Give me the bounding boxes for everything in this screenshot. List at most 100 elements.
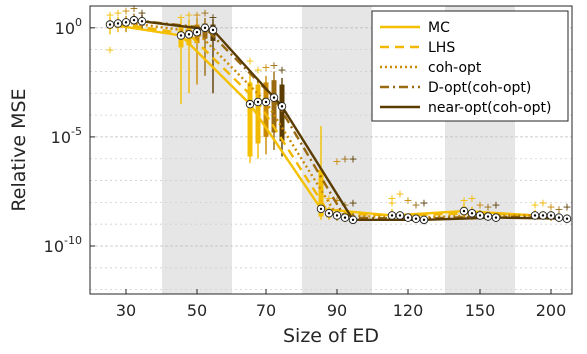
legend-label: LHS (428, 40, 455, 56)
box-outlier: + (348, 196, 357, 209)
box-outlier: + (387, 192, 396, 205)
median-dot (343, 216, 347, 219)
box-outlier: + (395, 188, 404, 201)
x-axis-title: Size of ED (283, 325, 379, 347)
median-dot (116, 22, 120, 25)
box-outlier: + (105, 44, 114, 57)
box-outlier: + (459, 194, 468, 207)
box-outlier: + (129, 2, 138, 15)
median-dot (486, 215, 490, 218)
box-outlier: + (419, 196, 428, 209)
box-outlier: + (324, 192, 333, 205)
median-dot (533, 214, 537, 217)
y-axis-title: Relative MSE (8, 88, 30, 211)
median-dot (187, 33, 191, 36)
median-dot (195, 30, 199, 34)
median-dot (327, 212, 331, 215)
x-axis-ticks: 30 50 70 90 120 150 200 (116, 289, 566, 320)
y-tick-label: 10-5 (51, 125, 82, 147)
box-outlier: + (538, 196, 547, 209)
x-tick-label: 90 (327, 301, 347, 320)
median-dot (406, 216, 410, 219)
box-outlier: + (269, 59, 278, 72)
median-dot (124, 21, 128, 24)
median-dot (280, 105, 284, 108)
box-outlier: + (530, 199, 539, 212)
median-dot (256, 100, 260, 104)
legend: MC LHS coh-opt D-opt(coh-opt) near-opt(coh-o… (371, 10, 569, 122)
median-dot (351, 218, 355, 222)
box-outlier: + (245, 55, 254, 68)
x-tick-label: 120 (393, 301, 424, 320)
legend-label: near-opt(coh-opt) (428, 100, 552, 116)
median-dot (494, 216, 498, 219)
median-dot (398, 214, 402, 217)
box-iqr (263, 82, 269, 137)
median-lines (105, 15, 572, 225)
box-outlier: + (184, 9, 193, 22)
box-outlier: + (137, 7, 146, 20)
median-dot (462, 209, 466, 213)
median-dot (272, 96, 276, 99)
box-iqr (318, 169, 324, 217)
median-dot (414, 217, 418, 220)
box-outlier: + (176, 11, 185, 24)
box-outlier: + (113, 7, 122, 20)
y-tick-label: 10-10 (44, 234, 82, 256)
box-outlier: + (332, 194, 341, 207)
median-dot (319, 207, 323, 211)
box-outlier: + (483, 201, 492, 214)
median-dot (557, 216, 561, 219)
box-outlier: + (491, 199, 500, 212)
legend-box (371, 10, 569, 122)
box-outlier: + (554, 203, 563, 216)
median-dot (264, 100, 268, 104)
box-outlier: + (261, 61, 270, 74)
box-outlier: + (121, 4, 130, 17)
box-outlier: + (348, 153, 357, 166)
median-dot (108, 23, 112, 26)
median-dot (132, 18, 136, 22)
median-dot (335, 214, 339, 217)
box-outlier: + (200, 7, 209, 20)
box-outlier: + (411, 199, 420, 212)
box-outlier: + (105, 9, 114, 22)
median-dot (390, 214, 394, 217)
median-dot (140, 20, 144, 23)
box-outlier: + (332, 155, 341, 168)
box-iqr (247, 82, 253, 157)
legend-label: coh-opt (428, 60, 482, 76)
plot-frame (89, 5, 573, 295)
x-tick-label: 50 (187, 301, 207, 320)
box-outlier: + (277, 63, 286, 76)
x-tick-label: 200 (536, 301, 567, 320)
y-axis-ticks: 100 10-5 10-10 (44, 16, 95, 256)
median-dot (248, 102, 252, 106)
box-outlier: + (475, 199, 484, 212)
x-tick-label: 70 (256, 301, 276, 320)
legend-label: D-opt(coh-opt) (428, 80, 531, 96)
box-outlier: + (253, 63, 262, 76)
median-dot (478, 214, 482, 217)
box-outlier: + (340, 153, 349, 166)
median-dot (179, 34, 183, 37)
median-dot (422, 218, 426, 222)
x-tick-label: 150 (465, 301, 496, 320)
x-tick-label: 30 (116, 301, 136, 320)
median-dot (565, 217, 569, 220)
median-dot (470, 212, 474, 215)
median-dot (541, 214, 545, 217)
box-outlier: + (208, 11, 217, 24)
legend-label: MC (428, 20, 450, 36)
y-tick-label: 100 (55, 16, 82, 38)
box-outlier: + (387, 196, 396, 209)
median-dot (549, 214, 553, 217)
box-outlier: + (403, 194, 412, 207)
box-outlier: + (467, 192, 476, 205)
box-outlier: + (546, 201, 555, 214)
box-iqr (271, 80, 277, 133)
median-dot (211, 28, 215, 32)
box-outlier: + (562, 201, 571, 214)
median-dot (203, 26, 207, 30)
